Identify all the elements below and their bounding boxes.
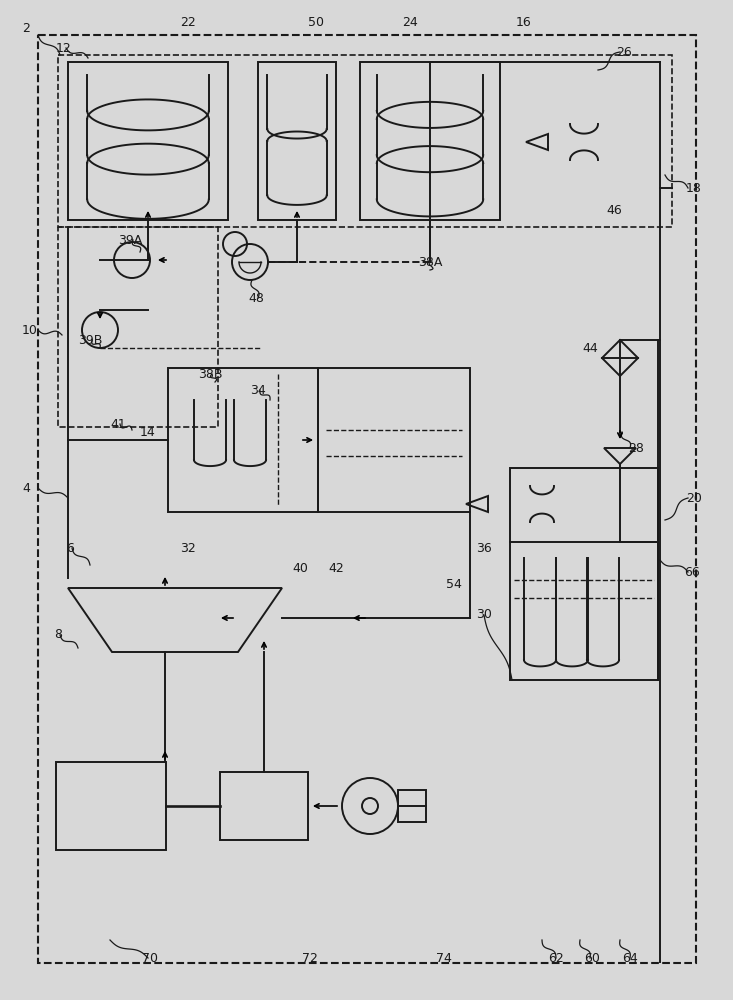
Text: 14: 14 <box>140 426 156 438</box>
Text: 40: 40 <box>292 562 308 574</box>
Text: 4: 4 <box>22 482 30 494</box>
Bar <box>360 62 500 220</box>
Text: 18: 18 <box>686 182 702 194</box>
Text: 20: 20 <box>686 491 702 504</box>
Bar <box>510 468 658 680</box>
Bar <box>38 35 696 963</box>
Text: 32: 32 <box>180 542 196 554</box>
Text: 8: 8 <box>54 629 62 642</box>
Text: 28: 28 <box>628 442 644 454</box>
Text: 16: 16 <box>516 15 532 28</box>
Text: 66: 66 <box>684 566 700 578</box>
Bar <box>398 790 426 822</box>
Text: 60: 60 <box>584 952 600 964</box>
Text: 34: 34 <box>250 383 266 396</box>
Text: 30: 30 <box>476 608 492 621</box>
Text: 48: 48 <box>248 292 264 304</box>
Text: 44: 44 <box>582 342 598 355</box>
Text: 36: 36 <box>476 542 492 554</box>
Text: 46: 46 <box>606 204 622 217</box>
Text: 39B: 39B <box>78 334 102 347</box>
Text: 10: 10 <box>22 324 38 336</box>
Text: 38A: 38A <box>418 255 442 268</box>
Text: 70: 70 <box>142 952 158 964</box>
Text: 24: 24 <box>402 15 418 28</box>
Bar <box>58 227 218 427</box>
Text: 26: 26 <box>616 45 632 58</box>
Text: 6: 6 <box>66 542 74 554</box>
Text: 2: 2 <box>22 21 30 34</box>
Text: 54: 54 <box>446 578 462 590</box>
Bar <box>168 368 318 512</box>
Text: 72: 72 <box>302 952 318 964</box>
Text: 64: 64 <box>622 952 638 964</box>
Text: 62: 62 <box>548 952 564 964</box>
Bar <box>56 762 166 850</box>
Bar <box>318 368 470 512</box>
Text: 74: 74 <box>436 952 452 964</box>
Text: 22: 22 <box>180 15 196 28</box>
Bar <box>58 55 672 227</box>
Text: 42: 42 <box>328 562 344 574</box>
Text: 12: 12 <box>56 41 72 54</box>
Text: 41: 41 <box>110 418 126 430</box>
Bar <box>68 62 228 220</box>
Bar <box>258 62 336 220</box>
Bar <box>220 772 308 840</box>
Text: 39A: 39A <box>118 233 142 246</box>
Text: 38B: 38B <box>198 367 222 380</box>
Text: 50: 50 <box>308 15 324 28</box>
